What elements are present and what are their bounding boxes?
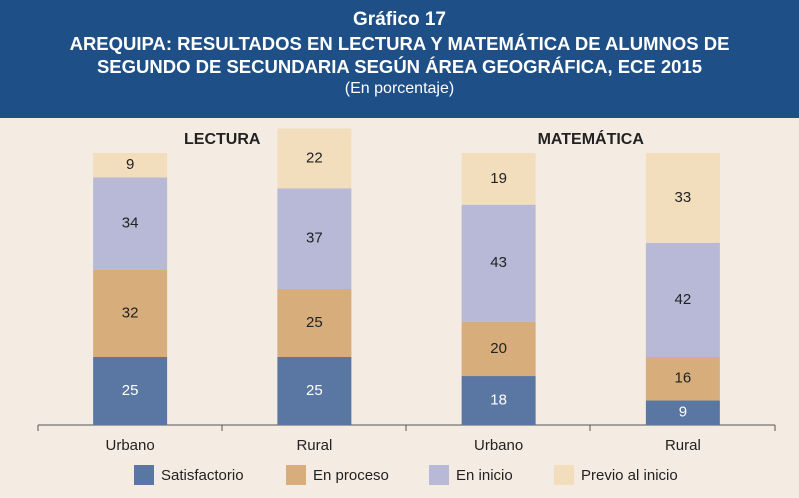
x-tick-label: Rural bbox=[665, 437, 701, 454]
data-label: 9 bbox=[679, 404, 687, 421]
bar-segment bbox=[277, 357, 352, 425]
chart-title: AREQUIPA: RESULTADOS EN LECTURA Y MATEMÁ… bbox=[69, 33, 730, 54]
bar-segment bbox=[93, 153, 168, 178]
legend-swatch bbox=[286, 465, 306, 485]
bar-segment bbox=[93, 269, 168, 357]
bar-segment bbox=[645, 153, 720, 243]
chart-title: SEGUNDO DE SECUNDARIA SEGÚN ÁREA GEOGRÁF… bbox=[96, 56, 703, 77]
panel-title: LECTURA bbox=[184, 131, 261, 148]
legend-swatch bbox=[554, 465, 574, 485]
x-tick-label: Urbano bbox=[106, 437, 155, 454]
data-label: 34 bbox=[122, 215, 139, 232]
bar-segment bbox=[93, 357, 168, 425]
header: Gráfico 17 AREQUIPA: RESULTADOS EN LECTU… bbox=[0, 0, 799, 118]
legend-label: Satisfactorio bbox=[161, 467, 244, 484]
bar-segment bbox=[93, 177, 168, 270]
chart-number: Gráfico 17 bbox=[353, 9, 446, 30]
bar-segment bbox=[277, 289, 352, 357]
data-label: 22 bbox=[306, 149, 323, 166]
data-label: 42 bbox=[675, 291, 692, 308]
bar-segment bbox=[461, 376, 536, 425]
bar-segment bbox=[461, 321, 536, 377]
data-label: 25 bbox=[306, 314, 323, 331]
legend-swatch bbox=[134, 465, 154, 485]
data-label: 20 bbox=[490, 340, 507, 357]
bar-segment bbox=[461, 204, 536, 322]
data-label: 32 bbox=[122, 304, 139, 321]
data-label: 18 bbox=[490, 391, 507, 408]
data-label: 33 bbox=[675, 189, 692, 206]
data-label: 16 bbox=[675, 370, 692, 387]
bar-segment bbox=[645, 400, 720, 425]
bar-segment bbox=[277, 128, 352, 189]
data-label: 25 bbox=[306, 382, 323, 399]
panel-title: MATEMÁTICA bbox=[538, 129, 645, 148]
legend-swatch bbox=[429, 465, 449, 485]
chart-subtitle: (En porcentaje) bbox=[344, 80, 455, 97]
data-label: 19 bbox=[490, 170, 507, 187]
x-tick-label: Rural bbox=[296, 437, 332, 454]
legend-label: En proceso bbox=[313, 467, 389, 484]
data-label: 9 bbox=[126, 156, 134, 173]
bar-segment bbox=[645, 357, 720, 401]
data-label: 43 bbox=[490, 254, 507, 271]
bar-segment bbox=[645, 242, 720, 357]
x-tick-label: Urbano bbox=[474, 437, 523, 454]
legend-label: En inicio bbox=[456, 467, 513, 484]
data-label: 37 bbox=[306, 230, 323, 247]
data-label: 25 bbox=[122, 382, 139, 399]
bar-segment bbox=[461, 153, 536, 205]
legend-label: Previo al inicio bbox=[581, 467, 678, 484]
bar-segment bbox=[277, 188, 352, 289]
